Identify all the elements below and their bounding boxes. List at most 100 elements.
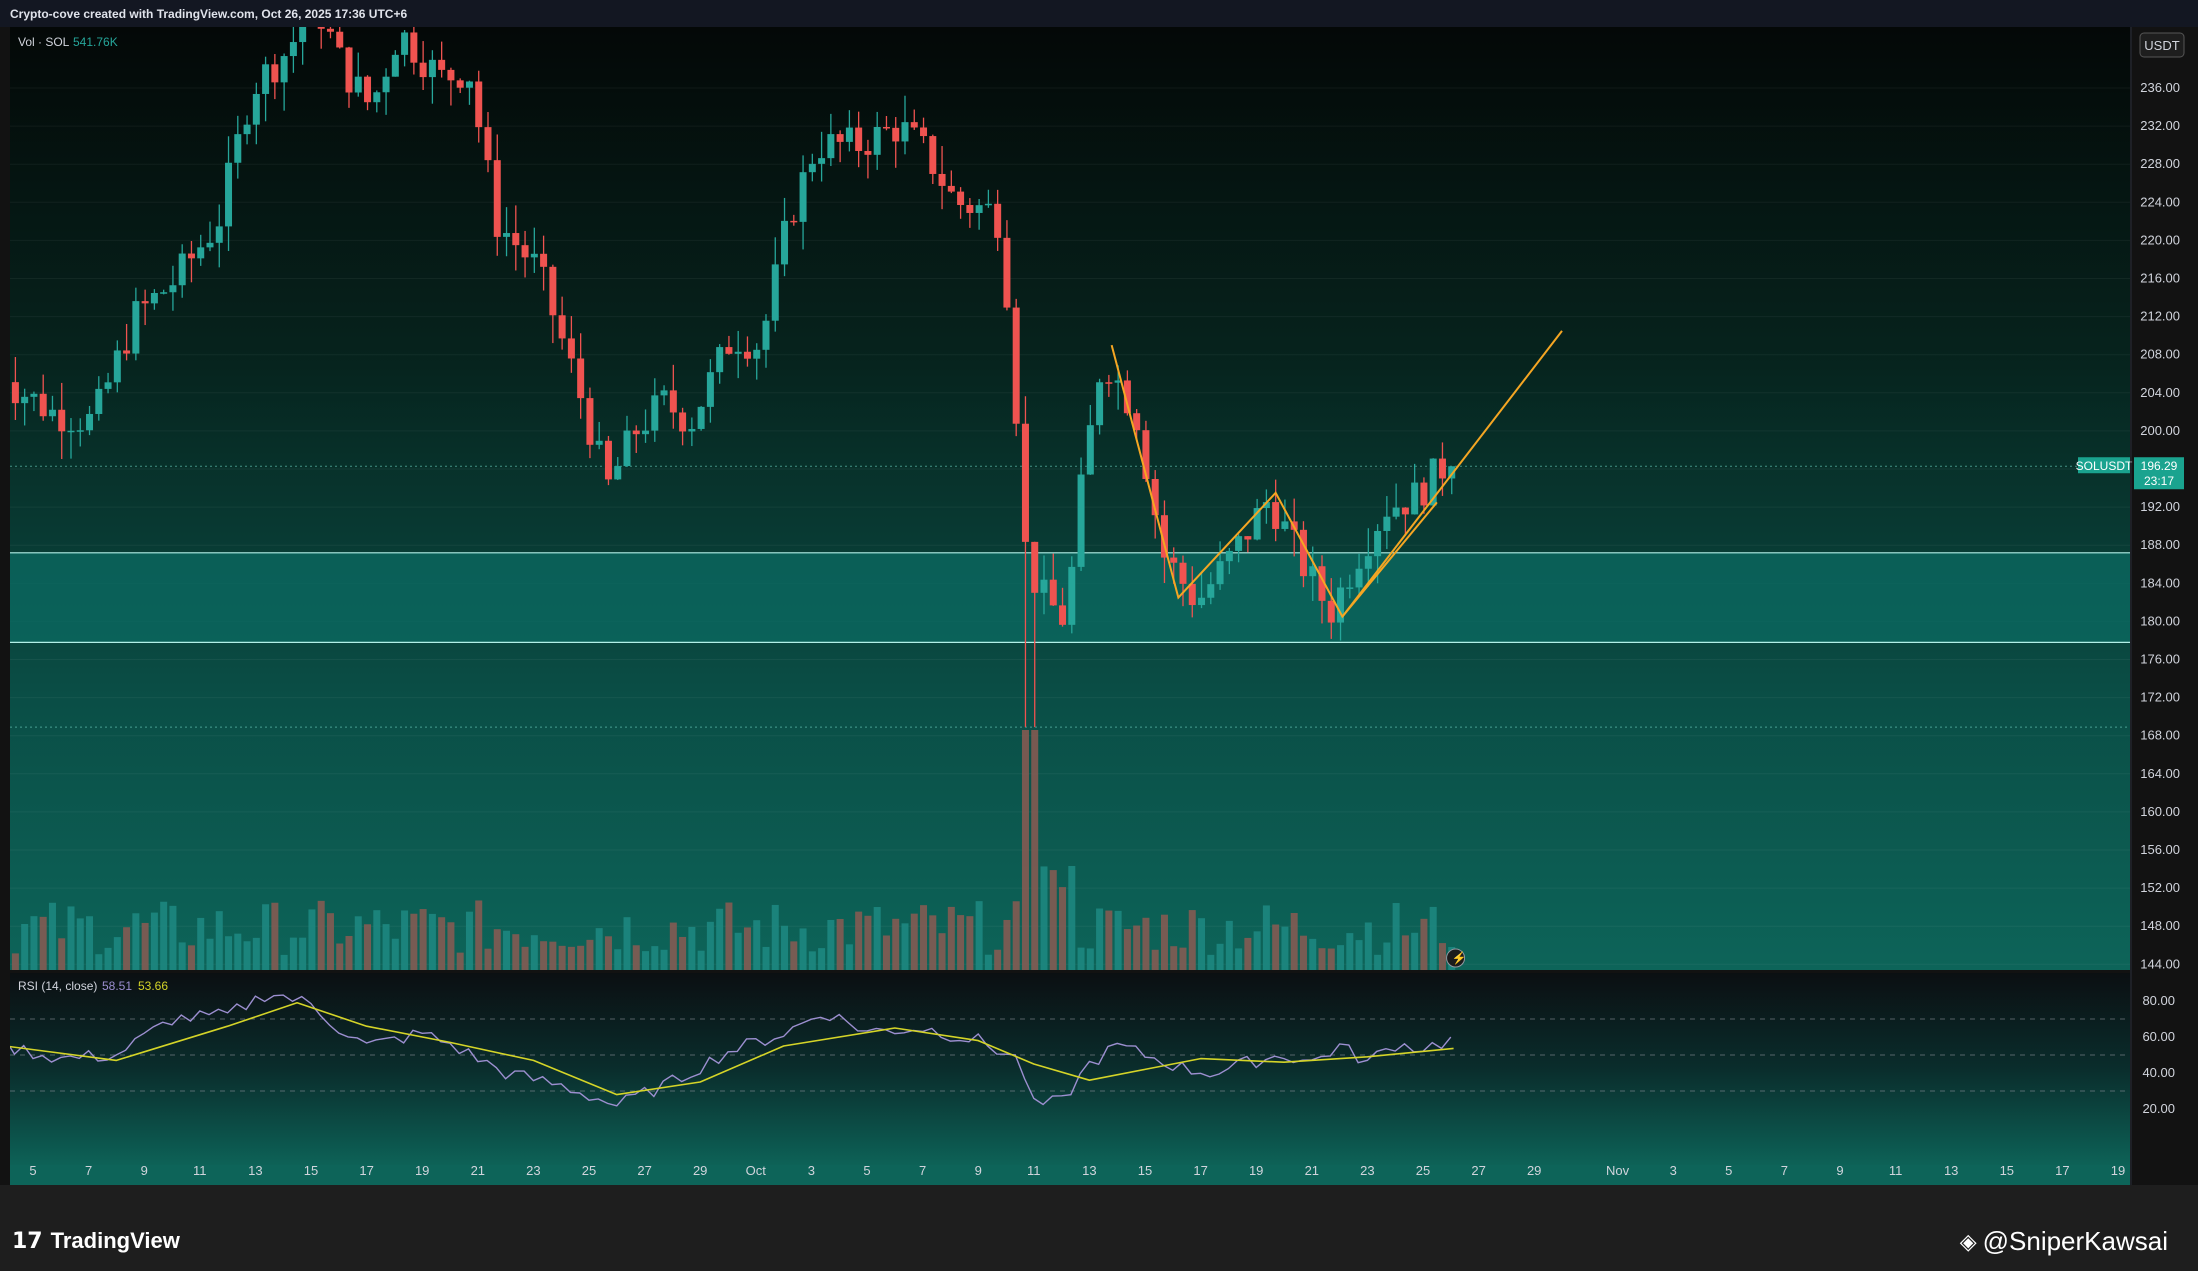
candle[interactable] [11,357,19,420]
candle[interactable] [438,41,446,78]
candle[interactable] [1031,541,1039,728]
candle[interactable] [484,112,492,173]
candle[interactable] [781,197,789,277]
candle[interactable] [39,374,47,421]
candle[interactable] [187,240,195,283]
candle[interactable] [882,116,890,131]
candle[interactable] [586,387,594,459]
candle[interactable] [225,136,233,251]
candle[interactable] [716,344,724,384]
candle[interactable] [215,204,223,268]
candle[interactable] [1318,555,1326,624]
candle[interactable] [540,235,548,291]
candle[interactable] [1392,483,1400,520]
candle[interactable] [1179,555,1187,607]
candle[interactable] [58,382,66,460]
candle[interactable] [892,117,900,168]
candle[interactable] [808,153,816,182]
candle[interactable] [141,289,149,326]
candle[interactable] [317,27,325,49]
candle[interactable] [1337,577,1345,641]
candle[interactable] [1077,457,1085,571]
candle[interactable] [1021,396,1029,728]
candle[interactable] [929,134,937,185]
candle[interactable] [401,30,409,67]
candle[interactable] [1086,404,1094,475]
candle[interactable] [836,130,844,163]
candle[interactable] [632,425,640,453]
candle[interactable] [1262,489,1270,524]
candle[interactable] [910,109,918,130]
candle[interactable] [326,27,334,39]
candle[interactable] [753,343,761,380]
candle[interactable] [855,111,863,168]
candle[interactable] [1281,499,1289,532]
candle[interactable] [391,50,399,77]
candle[interactable] [1383,496,1391,550]
flash-icon[interactable] [1446,948,1466,968]
main-pane[interactable]: Vol · SOL 541.76K ⚡ 144.00 148.00 152.00 156.0… [0,27,2198,971]
rsi-axis[interactable]: 20.00 40.00 60.00 80.00 [2142,993,2175,1116]
symbol-tag[interactable] [2078,457,2130,474]
candle[interactable] [577,333,585,419]
candle[interactable] [1049,553,1057,606]
candle[interactable] [604,435,612,486]
candle[interactable] [234,115,242,179]
candle[interactable] [947,170,955,194]
candle[interactable] [104,372,112,394]
tradingview-logo[interactable]: 17 TradingView [12,1228,180,1254]
candle[interactable] [558,296,566,350]
candles[interactable] [0,27,1456,728]
candle[interactable] [1401,507,1409,536]
candle[interactable] [725,335,733,355]
candle[interactable] [67,418,75,459]
candle[interactable] [336,27,344,49]
candle[interactable] [410,27,418,75]
candle[interactable] [48,395,56,422]
candle[interactable] [1133,409,1141,440]
candle[interactable] [1327,578,1335,639]
candle[interactable] [1346,574,1354,599]
candle[interactable] [197,234,205,266]
candle[interactable] [206,221,214,252]
candle[interactable] [984,189,992,208]
candle[interactable] [160,289,168,295]
candle[interactable] [827,113,835,167]
candle[interactable] [123,323,131,361]
candle[interactable] [475,70,483,143]
candle[interactable] [262,56,270,122]
candle[interactable] [688,417,696,447]
candle[interactable] [1188,566,1196,618]
candle[interactable] [113,340,121,393]
candle[interactable] [447,67,455,106]
rsi-series[interactable] [5,994,1454,1107]
candle[interactable] [994,189,1002,251]
candle[interactable] [873,111,881,170]
price-chart[interactable]: Vol · SOL 541.76K ⚡ 144.00 148.00 152.00 156.0… [0,27,2198,1212]
candle[interactable] [966,198,974,228]
candle[interactable] [364,75,372,111]
candle[interactable] [734,330,742,379]
candle[interactable] [299,27,307,65]
candle[interactable] [669,364,677,429]
candle[interactable] [790,214,798,226]
rsi-line[interactable] [5,994,1452,1107]
candle[interactable] [428,50,436,104]
candle[interactable] [1235,534,1243,563]
candle[interactable] [549,264,557,344]
candle[interactable] [30,391,38,412]
candle[interactable] [762,314,770,368]
projection-line[interactable] [1341,330,1563,618]
candle[interactable] [1364,528,1372,587]
candle[interactable] [354,52,362,97]
candle[interactable] [567,316,575,373]
candle[interactable] [1225,547,1233,575]
currency-badge[interactable] [2139,32,2185,58]
candle[interactable] [651,378,659,442]
candle[interactable] [86,405,94,436]
candle[interactable] [1299,521,1307,588]
candle[interactable] [503,207,511,257]
candle[interactable] [957,187,965,219]
candle[interactable] [799,155,807,250]
candle[interactable] [901,95,909,155]
